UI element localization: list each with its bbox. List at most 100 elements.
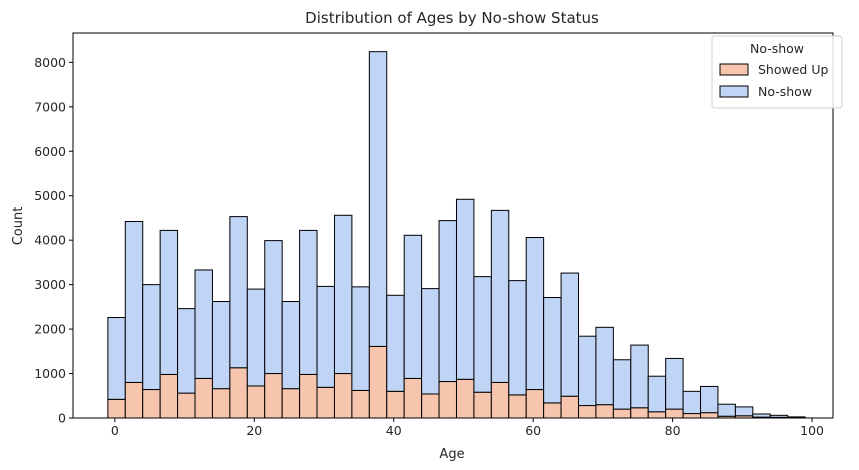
bar-no-show: [333, 214, 353, 375]
y-tick-label: 4000: [34, 233, 66, 248]
bar-no-show: [595, 326, 614, 406]
bar-no-show: [368, 51, 388, 347]
bar-no-show: [734, 406, 754, 417]
bar-showed-up: [386, 390, 405, 419]
bar-showed-up: [246, 385, 266, 419]
bar-showed-up: [508, 394, 527, 419]
bar-no-show: [281, 301, 301, 390]
bar-showed-up: [700, 412, 719, 419]
bar-showed-up: [124, 381, 144, 419]
bar-no-show: [246, 288, 266, 387]
bar-no-show: [142, 284, 161, 391]
plot-frame: [72, 32, 834, 419]
bar-showed-up: [229, 367, 248, 419]
bar-showed-up: [211, 388, 231, 419]
bar-showed-up: [647, 411, 667, 419]
bar-no-show: [665, 357, 684, 410]
bar-showed-up: [665, 408, 684, 419]
bar-no-show: [177, 308, 196, 394]
x-tick-label: 80: [665, 423, 681, 438]
bar-showed-up: [281, 388, 301, 419]
legend-label-no-show: No-show: [758, 84, 812, 99]
y-tick-label: 3000: [34, 277, 66, 292]
x-tick-label: 0: [111, 423, 119, 438]
bar-no-show: [682, 390, 702, 415]
bar-no-show: [700, 385, 719, 414]
bar-no-show: [473, 276, 492, 393]
legend-swatch-showed-up: [719, 63, 749, 76]
bar-showed-up: [177, 392, 196, 419]
bar-no-show: [490, 209, 510, 383]
bar-no-show: [386, 294, 405, 392]
y-tick-label: 5000: [34, 188, 66, 203]
bar-no-show: [299, 229, 318, 375]
y-tick-label: 7000: [34, 99, 66, 114]
legend: No-show Showed Up No-show: [711, 35, 843, 109]
bar-no-show: [769, 414, 789, 418]
bar-showed-up: [595, 404, 614, 419]
bar-showed-up: [578, 405, 597, 419]
bar-no-show: [194, 269, 213, 379]
bar-showed-up: [455, 378, 475, 419]
bar-showed-up: [159, 373, 179, 419]
bar-showed-up: [421, 393, 440, 419]
bar-no-show: [612, 359, 632, 410]
legend-label-showed-up: Showed Up: [758, 62, 828, 77]
bar-no-show: [455, 198, 475, 380]
y-tick-label: 1000: [34, 366, 66, 381]
bar-showed-up: [543, 402, 562, 419]
bar-showed-up: [560, 395, 580, 419]
bar-no-show: [124, 220, 144, 383]
chart-title: Distribution of Ages by No-show Status: [305, 9, 599, 27]
bar-no-show: [560, 272, 580, 397]
bar-showed-up: [525, 389, 545, 419]
bar-no-show: [438, 220, 457, 383]
y-tick-label: 6000: [34, 144, 66, 159]
y-tick-label: 0: [58, 411, 66, 426]
bar-showed-up: [630, 407, 649, 419]
y-tick-label: 8000: [34, 55, 66, 70]
bar-showed-up: [264, 373, 283, 419]
x-tick-label: 40: [386, 423, 402, 438]
bar-no-show: [508, 280, 527, 396]
x-axis-label: Age: [439, 447, 464, 462]
bar-showed-up: [490, 381, 510, 419]
bar-no-show: [211, 301, 231, 390]
bar-no-show: [421, 288, 440, 395]
bar-no-show: [316, 285, 335, 388]
bar-showed-up: [299, 373, 318, 419]
axes-layer: 0 20 40 60 80 1000100020003000400050006000700…: [34, 32, 834, 438]
bar-showed-up: [351, 389, 370, 419]
bar-showed-up: [316, 386, 335, 419]
bar-no-show: [264, 240, 283, 375]
x-tick-label: 20: [246, 423, 262, 438]
bar-no-show: [647, 375, 667, 413]
bar-no-show: [403, 234, 423, 379]
bar-no-show: [159, 229, 179, 375]
y-tick-label: 2000: [34, 322, 66, 337]
bar-showed-up: [473, 391, 492, 419]
bar-no-show: [543, 297, 562, 404]
bar-no-show: [752, 413, 771, 418]
bar-no-show: [229, 216, 248, 369]
y-axis-label: Count: [11, 207, 26, 246]
bar-showed-up: [438, 381, 457, 419]
bar-no-show: [107, 317, 126, 400]
bar-showed-up: [333, 373, 353, 419]
bar-showed-up: [612, 408, 632, 419]
x-tick-label: 60: [525, 423, 541, 438]
x-tick-label: 100: [800, 423, 824, 438]
bar-showed-up: [682, 413, 702, 419]
bar-showed-up: [142, 389, 161, 419]
bar-no-show: [351, 286, 370, 391]
bar-no-show: [578, 335, 597, 407]
bar-no-show: [630, 344, 649, 409]
bar-showed-up: [403, 377, 423, 419]
legend-swatch-no-show: [719, 85, 749, 98]
bar-no-show: [525, 237, 545, 391]
bar-no-show: [717, 403, 736, 417]
bar-showed-up: [107, 398, 126, 419]
bar-showed-up: [368, 345, 388, 419]
legend-title: No-show: [750, 41, 804, 56]
